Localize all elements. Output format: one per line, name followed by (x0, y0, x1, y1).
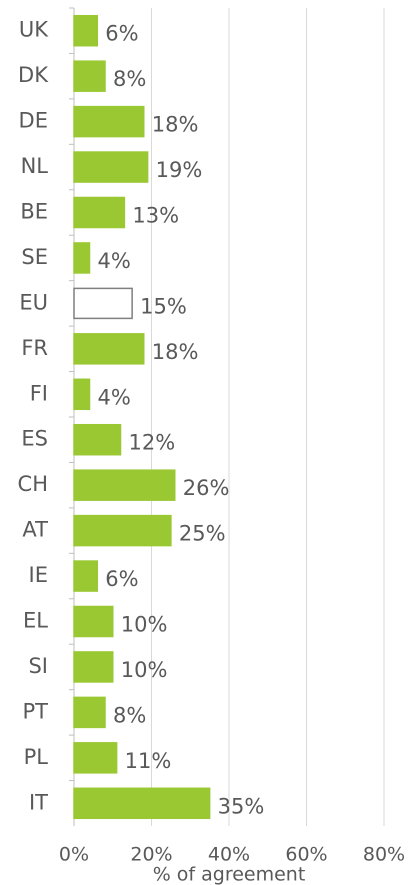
bar (73, 60, 106, 92)
x-tick-label: 80% (363, 844, 405, 866)
value-label: 18% (152, 113, 199, 137)
y-tick-label: DE (19, 109, 48, 133)
x-tick-label: 20% (130, 844, 172, 866)
y-tick-label: SE (21, 245, 48, 269)
value-label: 25% (179, 522, 226, 546)
value-label: 4% (98, 249, 131, 273)
bar (73, 514, 172, 547)
y-tick-label: EL (23, 609, 48, 633)
bar (73, 378, 91, 411)
bar (73, 605, 114, 638)
bar (73, 696, 106, 729)
bar (73, 787, 211, 820)
value-label: 13% (132, 204, 179, 228)
x-tick-label: 60% (285, 844, 327, 866)
y-tick-label: EU (19, 290, 48, 314)
y-tick-label: FR (21, 336, 48, 360)
value-label: 26% (183, 476, 230, 500)
value-label: 12% (129, 431, 176, 455)
y-tick-label: PL (24, 745, 49, 769)
y-tick-label: NL (21, 154, 49, 178)
x-tick-label: 40% (208, 844, 250, 866)
y-tick-label: PT (23, 699, 49, 723)
value-label: 6% (105, 22, 138, 46)
value-label: 15% (140, 294, 187, 318)
value-label: 8% (113, 67, 146, 91)
value-label: 18% (152, 340, 199, 364)
bar (73, 14, 98, 47)
y-tick-label: CH (18, 472, 48, 496)
bar (73, 151, 149, 183)
value-label: 19% (156, 158, 203, 182)
bar (73, 469, 176, 501)
y-tick-label: IE (29, 563, 48, 587)
bar (73, 423, 122, 456)
value-label: 6% (105, 567, 138, 591)
bar (73, 742, 118, 774)
x-tick-label: 0% (59, 844, 89, 866)
y-tick-label: SI (28, 654, 48, 678)
value-label: 4% (98, 385, 131, 409)
y-tick-label: DK (18, 63, 49, 87)
value-label: 10% (121, 658, 168, 682)
value-label: 10% (121, 613, 168, 637)
y-tick-label: FI (30, 381, 48, 405)
value-label: 8% (113, 703, 146, 727)
bar (73, 105, 145, 138)
bar (73, 651, 114, 683)
y-tick-label: IT (29, 790, 48, 814)
y-tick-label: UK (19, 18, 49, 42)
bar (73, 242, 91, 274)
y-tick-label: BE (20, 200, 48, 224)
y-tick-label: ES (21, 427, 48, 451)
value-label: 35% (218, 794, 265, 818)
x-axis-label: % of agreement (153, 864, 306, 885)
bar (73, 287, 133, 320)
value-label: 11% (125, 749, 172, 773)
bar (73, 560, 98, 592)
bar (73, 333, 145, 365)
bar (73, 196, 126, 229)
y-tick-label: AT (22, 518, 48, 542)
